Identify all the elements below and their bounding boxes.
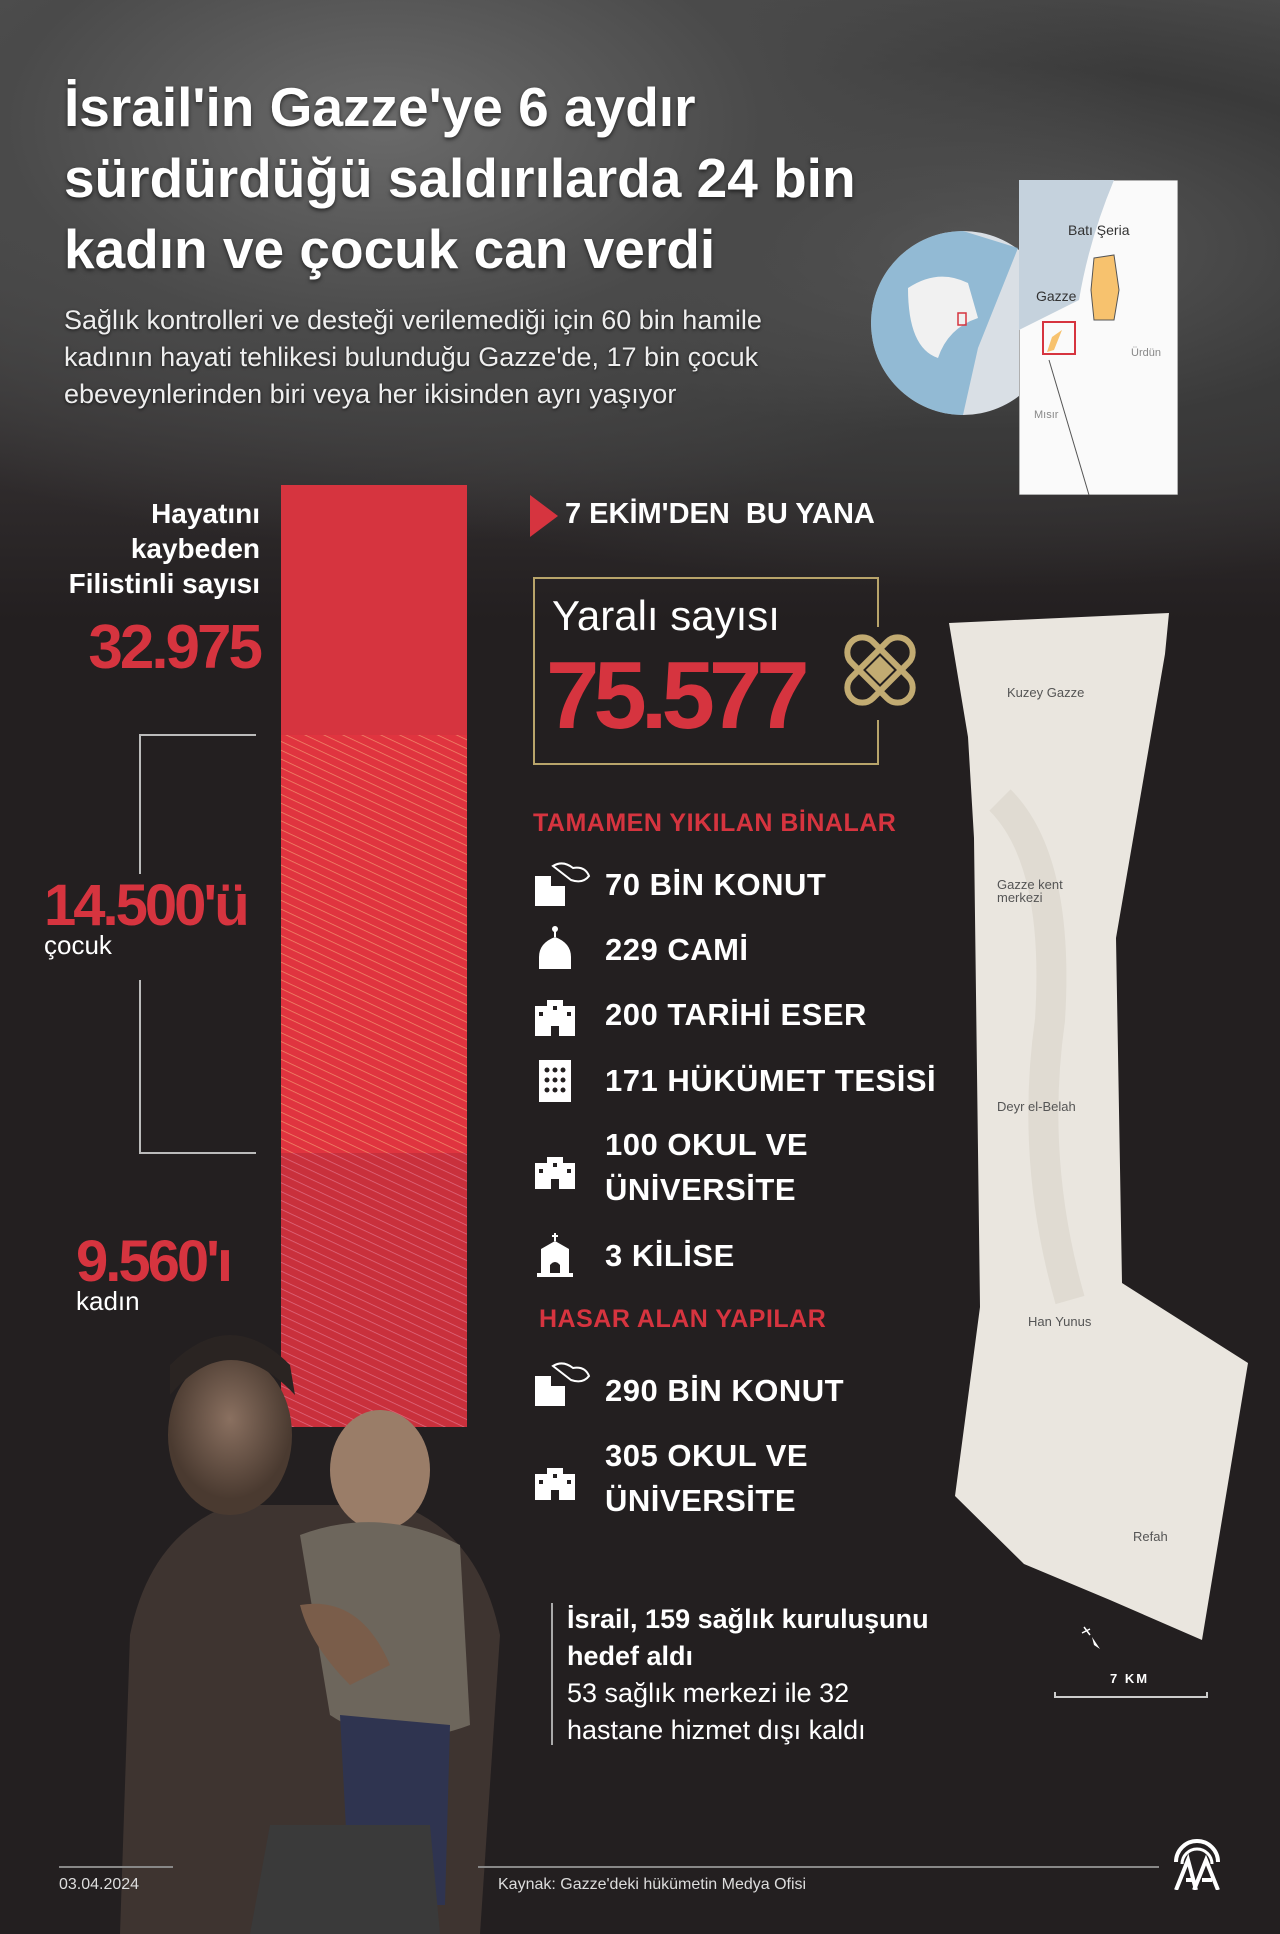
map-label: Han Yunus bbox=[1028, 1314, 1092, 1329]
destroyed-heading: TAMAMEN YIKILAN BİNALAR bbox=[533, 809, 897, 837]
footer-line bbox=[59, 1866, 173, 1868]
map-label-gaza: Gazze bbox=[1036, 288, 1077, 304]
children-label: çocuk bbox=[44, 930, 112, 960]
divider bbox=[551, 1603, 553, 1745]
list-item: 229 CAMİ bbox=[605, 932, 749, 967]
destroyed-building-icon bbox=[535, 862, 591, 906]
historic-building-icon bbox=[535, 1000, 575, 1036]
map-label: Kuzey Gazze bbox=[1007, 685, 1085, 700]
church-icon bbox=[537, 1233, 573, 1277]
footer-line bbox=[478, 1866, 1159, 1868]
gaza-strip-map bbox=[949, 613, 1248, 1640]
bracket-line bbox=[139, 734, 256, 736]
bar-segment-children bbox=[281, 735, 467, 1153]
map-scale-bar bbox=[1054, 1692, 1208, 1698]
since-label: 7 EKİM'DEN BU YANA bbox=[565, 498, 875, 530]
destroyed-building-icon bbox=[535, 1362, 591, 1406]
deaths-bar bbox=[281, 485, 467, 1427]
health-headline: İsrail, 159 sağlık kuruluşunu hedef aldı bbox=[567, 1604, 929, 1671]
man-holding-child-photo bbox=[120, 1335, 500, 1934]
bracket-line bbox=[139, 1152, 256, 1154]
list-item: 70 BİN KONUT bbox=[605, 867, 827, 902]
women-value: 9.560'ı bbox=[76, 1229, 233, 1294]
list-item: 100 OKUL VE ÜNİVERSİTE bbox=[605, 1127, 809, 1207]
bandage-icon bbox=[844, 634, 916, 706]
government-building-icon bbox=[539, 1060, 571, 1102]
list-item: 3 KİLİSE bbox=[605, 1238, 735, 1273]
injured-label: Yaralı sayısı bbox=[552, 592, 780, 639]
mosque-icon bbox=[539, 926, 571, 969]
school-icon bbox=[535, 1157, 575, 1189]
map-label-egypt: Mısır bbox=[1034, 409, 1059, 421]
box-border bbox=[877, 577, 879, 627]
deaths-label: Hayatını kaybeden Filistinli sayısı bbox=[68, 498, 260, 599]
bar-segment-women bbox=[281, 1153, 467, 1427]
map-label-west-bank: Batı Şeria bbox=[1068, 222, 1130, 238]
globe-icon bbox=[871, 231, 1055, 415]
page-title: İsrail'in Gazze'ye 6 aydır sürdürdüğü sa… bbox=[64, 76, 856, 280]
bracket-line bbox=[139, 980, 141, 1153]
list-item: 305 OKUL VE ÜNİVERSİTE bbox=[605, 1438, 809, 1518]
locator-map bbox=[1019, 180, 1178, 495]
map-scale-label: 7 KM bbox=[1110, 1671, 1150, 1686]
health-detail: 53 sağlık merkezi ile 32 hastane hizmet … bbox=[567, 1678, 866, 1745]
list-item: 200 TARİHİ ESER bbox=[605, 997, 867, 1032]
list-item: 290 BİN KONUT bbox=[605, 1373, 845, 1408]
injured-box bbox=[533, 577, 879, 765]
bar-segment-other bbox=[281, 485, 467, 735]
women-label: kadın bbox=[76, 1286, 140, 1316]
injured-value: 75.577 bbox=[546, 642, 810, 749]
subtitle: Sağlık kontrolleri ve desteği verilemedi… bbox=[64, 305, 762, 409]
map-label-jordan: Ürdün bbox=[1131, 347, 1161, 359]
children-value: 14.500'ü bbox=[44, 873, 250, 938]
footer-date: 03.04.2024 bbox=[59, 1876, 140, 1893]
aa-logo bbox=[1174, 1839, 1220, 1890]
school-icon bbox=[535, 1468, 575, 1500]
box-border bbox=[877, 720, 879, 765]
list-item: 171 HÜKÜMET TESİSİ bbox=[605, 1063, 937, 1098]
footer-source: Kaynak: Gazze'deki hükümetin Medya Ofisi bbox=[498, 1876, 807, 1893]
triangle-marker-icon bbox=[530, 495, 558, 537]
damaged-heading: HASAR ALAN YAPILAR bbox=[539, 1305, 827, 1333]
north-arrow-icon bbox=[1081, 1626, 1100, 1649]
map-label: Gazze kent merkezi bbox=[997, 877, 1063, 905]
bracket-line bbox=[139, 734, 141, 874]
deaths-total: 32.975 bbox=[88, 613, 263, 682]
map-label: Deyr el-Belah bbox=[997, 1099, 1076, 1114]
map-label: Refah bbox=[1133, 1529, 1168, 1544]
